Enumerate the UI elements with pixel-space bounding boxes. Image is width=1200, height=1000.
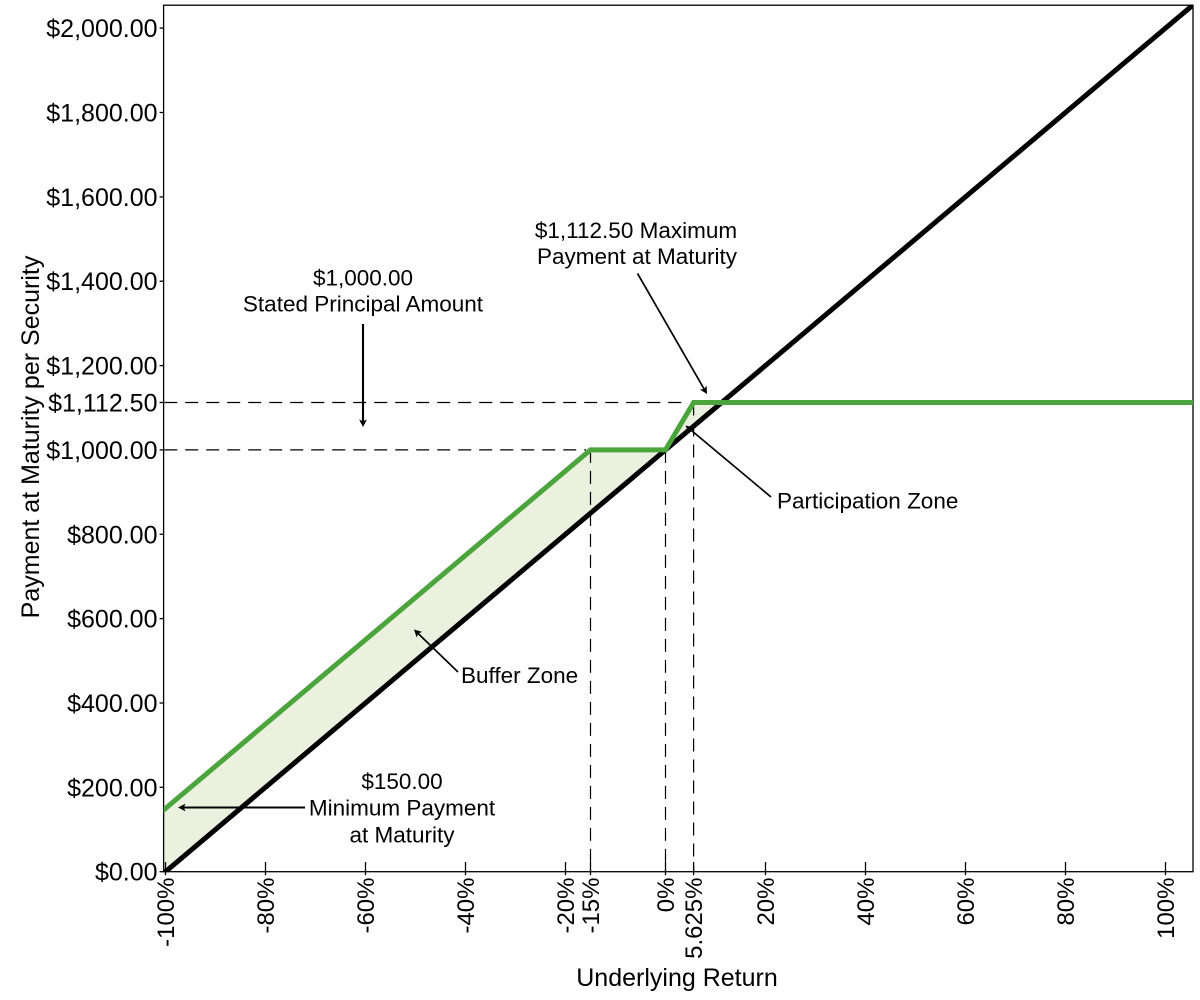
svg-text:$1,112.50: $1,112.50: [48, 390, 157, 418]
svg-text:Payment at Maturity per Securi: Payment at Maturity per Security: [17, 255, 45, 618]
svg-text:$1,000.00: $1,000.00: [46, 437, 157, 465]
svg-text:$400.00: $400.00: [67, 690, 157, 718]
svg-text:5.625%: 5.625%: [681, 878, 708, 959]
svg-text:at Maturity: at Maturity: [349, 822, 455, 847]
svg-text:-80%: -80%: [253, 878, 280, 934]
svg-text:$150.00: $150.00: [361, 769, 442, 794]
svg-text:-100%: -100%: [153, 878, 180, 947]
svg-text:100%: 100%: [1153, 878, 1180, 939]
svg-text:60%: 60%: [953, 878, 980, 926]
svg-text:-15%: -15%: [578, 878, 605, 934]
svg-text:$1,600.00: $1,600.00: [46, 184, 157, 212]
svg-text:Buffer Zone: Buffer Zone: [461, 663, 578, 688]
svg-text:$800.00: $800.00: [67, 521, 157, 549]
svg-text:Minimum Payment: Minimum Payment: [309, 796, 496, 821]
svg-text:$1,800.00: $1,800.00: [46, 100, 157, 128]
svg-text:Underlying Return: Underlying Return: [576, 964, 778, 992]
svg-text:40%: 40%: [853, 878, 880, 926]
svg-text:Stated Principal Amount: Stated Principal Amount: [243, 292, 484, 317]
svg-text:$1,200.00: $1,200.00: [46, 353, 157, 381]
svg-text:-40%: -40%: [453, 878, 480, 934]
svg-text:-60%: -60%: [353, 878, 380, 934]
svg-text:Payment at Maturity: Payment at Maturity: [537, 244, 738, 269]
svg-text:Participation Zone: Participation Zone: [777, 488, 958, 513]
svg-text:80%: 80%: [1053, 878, 1080, 926]
svg-text:$1,112.50 Maximum: $1,112.50 Maximum: [535, 218, 737, 243]
svg-text:0%: 0%: [653, 878, 680, 913]
svg-text:$2,000.00: $2,000.00: [46, 15, 157, 43]
svg-text:$200.00: $200.00: [67, 774, 157, 802]
svg-text:$0.00: $0.00: [95, 859, 158, 887]
svg-text:$1,000.00: $1,000.00: [313, 266, 413, 291]
svg-text:$1,400.00: $1,400.00: [46, 268, 157, 296]
svg-text:-20%: -20%: [553, 878, 580, 934]
svg-text:20%: 20%: [753, 878, 780, 926]
svg-text:$600.00: $600.00: [67, 606, 157, 634]
